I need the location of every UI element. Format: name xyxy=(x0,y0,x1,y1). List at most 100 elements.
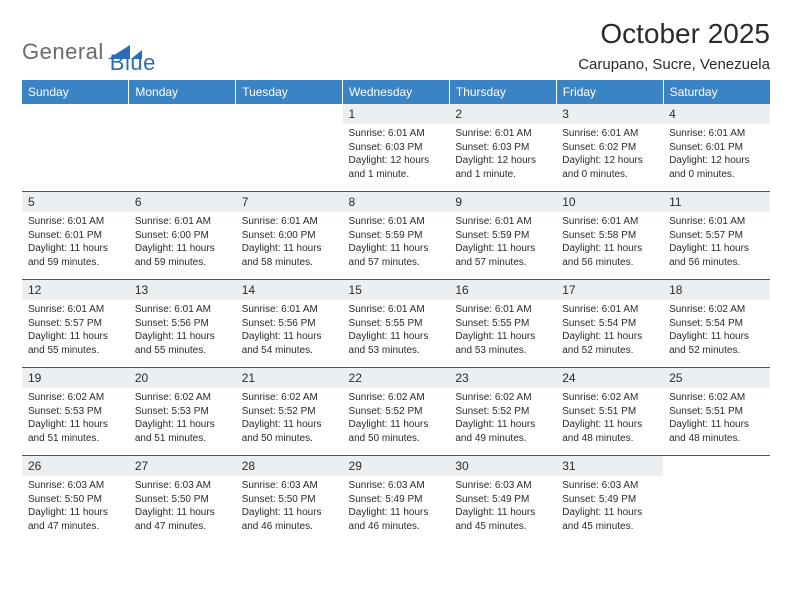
daylight-line: Daylight: 11 hours and 47 minutes. xyxy=(28,506,123,533)
daylight-line: Daylight: 11 hours and 53 minutes. xyxy=(455,330,550,357)
daylight-line: Daylight: 12 hours and 1 minute. xyxy=(455,154,550,181)
day-number: 14 xyxy=(236,280,343,300)
sunrise-line: Sunrise: 6:02 AM xyxy=(562,391,657,405)
day-number xyxy=(22,104,129,110)
day-cell-detail: Sunrise: 6:01 AMSunset: 6:01 PMDaylight:… xyxy=(22,212,129,280)
day-number xyxy=(236,104,343,110)
daylight-line: Daylight: 11 hours and 54 minutes. xyxy=(242,330,337,357)
day-cell-detail: Sunrise: 6:01 AMSunset: 6:01 PMDaylight:… xyxy=(663,124,770,192)
sunrise-line: Sunrise: 6:02 AM xyxy=(349,391,444,405)
day-cell-detail: Sunrise: 6:03 AMSunset: 5:49 PMDaylight:… xyxy=(343,476,450,543)
sunset-line: Sunset: 6:01 PM xyxy=(28,229,123,243)
sunset-line: Sunset: 5:53 PM xyxy=(135,405,230,419)
day-number: 15 xyxy=(343,280,450,300)
daylight-line: Daylight: 11 hours and 51 minutes. xyxy=(28,418,123,445)
sunset-line: Sunset: 5:51 PM xyxy=(562,405,657,419)
day-header: Saturday xyxy=(663,80,770,104)
sunset-line: Sunset: 6:03 PM xyxy=(455,141,550,155)
day-cell-detail: Sunrise: 6:01 AMSunset: 6:03 PMDaylight:… xyxy=(449,124,556,192)
day-number: 10 xyxy=(556,192,663,212)
day-detail: Sunrise: 6:02 AMSunset: 5:52 PMDaylight:… xyxy=(343,388,450,455)
week-detail-row: Sunrise: 6:02 AMSunset: 5:53 PMDaylight:… xyxy=(22,388,770,456)
sunrise-line: Sunrise: 6:02 AM xyxy=(455,391,550,405)
day-cell-detail: Sunrise: 6:02 AMSunset: 5:51 PMDaylight:… xyxy=(556,388,663,456)
day-cell-number: 8 xyxy=(343,192,450,213)
day-detail: Sunrise: 6:01 AMSunset: 6:01 PMDaylight:… xyxy=(22,212,129,279)
day-cell-number: 26 xyxy=(22,456,129,477)
day-detail: Sunrise: 6:01 AMSunset: 5:57 PMDaylight:… xyxy=(22,300,129,367)
day-number: 11 xyxy=(663,192,770,212)
day-number: 6 xyxy=(129,192,236,212)
day-detail: Sunrise: 6:01 AMSunset: 5:54 PMDaylight:… xyxy=(556,300,663,367)
day-number xyxy=(129,104,236,110)
day-detail: Sunrise: 6:02 AMSunset: 5:51 PMDaylight:… xyxy=(556,388,663,455)
day-cell-detail: Sunrise: 6:01 AMSunset: 5:55 PMDaylight:… xyxy=(343,300,450,368)
sunset-line: Sunset: 5:52 PM xyxy=(242,405,337,419)
daylight-line: Daylight: 11 hours and 59 minutes. xyxy=(28,242,123,269)
day-detail: Sunrise: 6:02 AMSunset: 5:53 PMDaylight:… xyxy=(22,388,129,455)
daylight-line: Daylight: 11 hours and 45 minutes. xyxy=(562,506,657,533)
day-header: Monday xyxy=(129,80,236,104)
day-cell-detail: Sunrise: 6:02 AMSunset: 5:53 PMDaylight:… xyxy=(22,388,129,456)
sunrise-line: Sunrise: 6:02 AM xyxy=(28,391,123,405)
sunrise-line: Sunrise: 6:02 AM xyxy=(242,391,337,405)
sunrise-line: Sunrise: 6:02 AM xyxy=(669,303,764,317)
day-detail: Sunrise: 6:01 AMSunset: 6:03 PMDaylight:… xyxy=(343,124,450,191)
daylight-line: Daylight: 11 hours and 57 minutes. xyxy=(455,242,550,269)
sunrise-line: Sunrise: 6:01 AM xyxy=(242,215,337,229)
day-header: Tuesday xyxy=(236,80,343,104)
sunset-line: Sunset: 5:57 PM xyxy=(28,317,123,331)
day-cell-detail: Sunrise: 6:01 AMSunset: 5:54 PMDaylight:… xyxy=(556,300,663,368)
sunset-line: Sunset: 5:58 PM xyxy=(562,229,657,243)
week-detail-row: Sunrise: 6:01 AMSunset: 6:01 PMDaylight:… xyxy=(22,212,770,280)
day-detail xyxy=(129,124,236,184)
week-detail-row: Sunrise: 6:03 AMSunset: 5:50 PMDaylight:… xyxy=(22,476,770,543)
week-daynum-row: 1234 xyxy=(22,104,770,124)
day-detail: Sunrise: 6:01 AMSunset: 5:56 PMDaylight:… xyxy=(129,300,236,367)
day-number: 22 xyxy=(343,368,450,388)
sunset-line: Sunset: 5:56 PM xyxy=(242,317,337,331)
sunrise-line: Sunrise: 6:01 AM xyxy=(562,127,657,141)
day-cell-detail: Sunrise: 6:03 AMSunset: 5:50 PMDaylight:… xyxy=(22,476,129,543)
day-number: 20 xyxy=(129,368,236,388)
day-header: Thursday xyxy=(449,80,556,104)
sunset-line: Sunset: 5:54 PM xyxy=(669,317,764,331)
day-detail: Sunrise: 6:03 AMSunset: 5:50 PMDaylight:… xyxy=(22,476,129,543)
day-cell-number: 22 xyxy=(343,368,450,389)
day-cell-number xyxy=(22,104,129,124)
sunset-line: Sunset: 5:49 PM xyxy=(455,493,550,507)
day-number: 17 xyxy=(556,280,663,300)
calendar-table: Sunday Monday Tuesday Wednesday Thursday… xyxy=(22,80,770,543)
day-detail xyxy=(236,124,343,184)
day-cell-detail: Sunrise: 6:01 AMSunset: 6:00 PMDaylight:… xyxy=(129,212,236,280)
sunset-line: Sunset: 5:59 PM xyxy=(349,229,444,243)
day-number: 1 xyxy=(343,104,450,124)
day-detail: Sunrise: 6:03 AMSunset: 5:50 PMDaylight:… xyxy=(236,476,343,543)
sunrise-line: Sunrise: 6:03 AM xyxy=(28,479,123,493)
day-number xyxy=(663,456,770,462)
day-cell-detail: Sunrise: 6:01 AMSunset: 5:59 PMDaylight:… xyxy=(449,212,556,280)
sunrise-line: Sunrise: 6:01 AM xyxy=(669,127,764,141)
day-number: 7 xyxy=(236,192,343,212)
day-cell-number: 19 xyxy=(22,368,129,389)
sunrise-line: Sunrise: 6:02 AM xyxy=(669,391,764,405)
day-cell-number: 17 xyxy=(556,280,663,301)
day-cell-number: 16 xyxy=(449,280,556,301)
day-cell-number xyxy=(663,456,770,477)
day-detail: Sunrise: 6:01 AMSunset: 5:56 PMDaylight:… xyxy=(236,300,343,367)
sunrise-line: Sunrise: 6:02 AM xyxy=(135,391,230,405)
day-cell-number: 7 xyxy=(236,192,343,213)
day-cell-number: 5 xyxy=(22,192,129,213)
sunrise-line: Sunrise: 6:03 AM xyxy=(242,479,337,493)
day-number: 16 xyxy=(449,280,556,300)
daylight-line: Daylight: 11 hours and 57 minutes. xyxy=(349,242,444,269)
sunset-line: Sunset: 5:49 PM xyxy=(349,493,444,507)
sunrise-line: Sunrise: 6:01 AM xyxy=(669,215,764,229)
day-detail: Sunrise: 6:01 AMSunset: 5:55 PMDaylight:… xyxy=(343,300,450,367)
day-cell-detail: Sunrise: 6:02 AMSunset: 5:54 PMDaylight:… xyxy=(663,300,770,368)
sunset-line: Sunset: 5:52 PM xyxy=(455,405,550,419)
day-number: 26 xyxy=(22,456,129,476)
day-number: 3 xyxy=(556,104,663,124)
sunset-line: Sunset: 5:51 PM xyxy=(669,405,764,419)
day-cell-number: 9 xyxy=(449,192,556,213)
